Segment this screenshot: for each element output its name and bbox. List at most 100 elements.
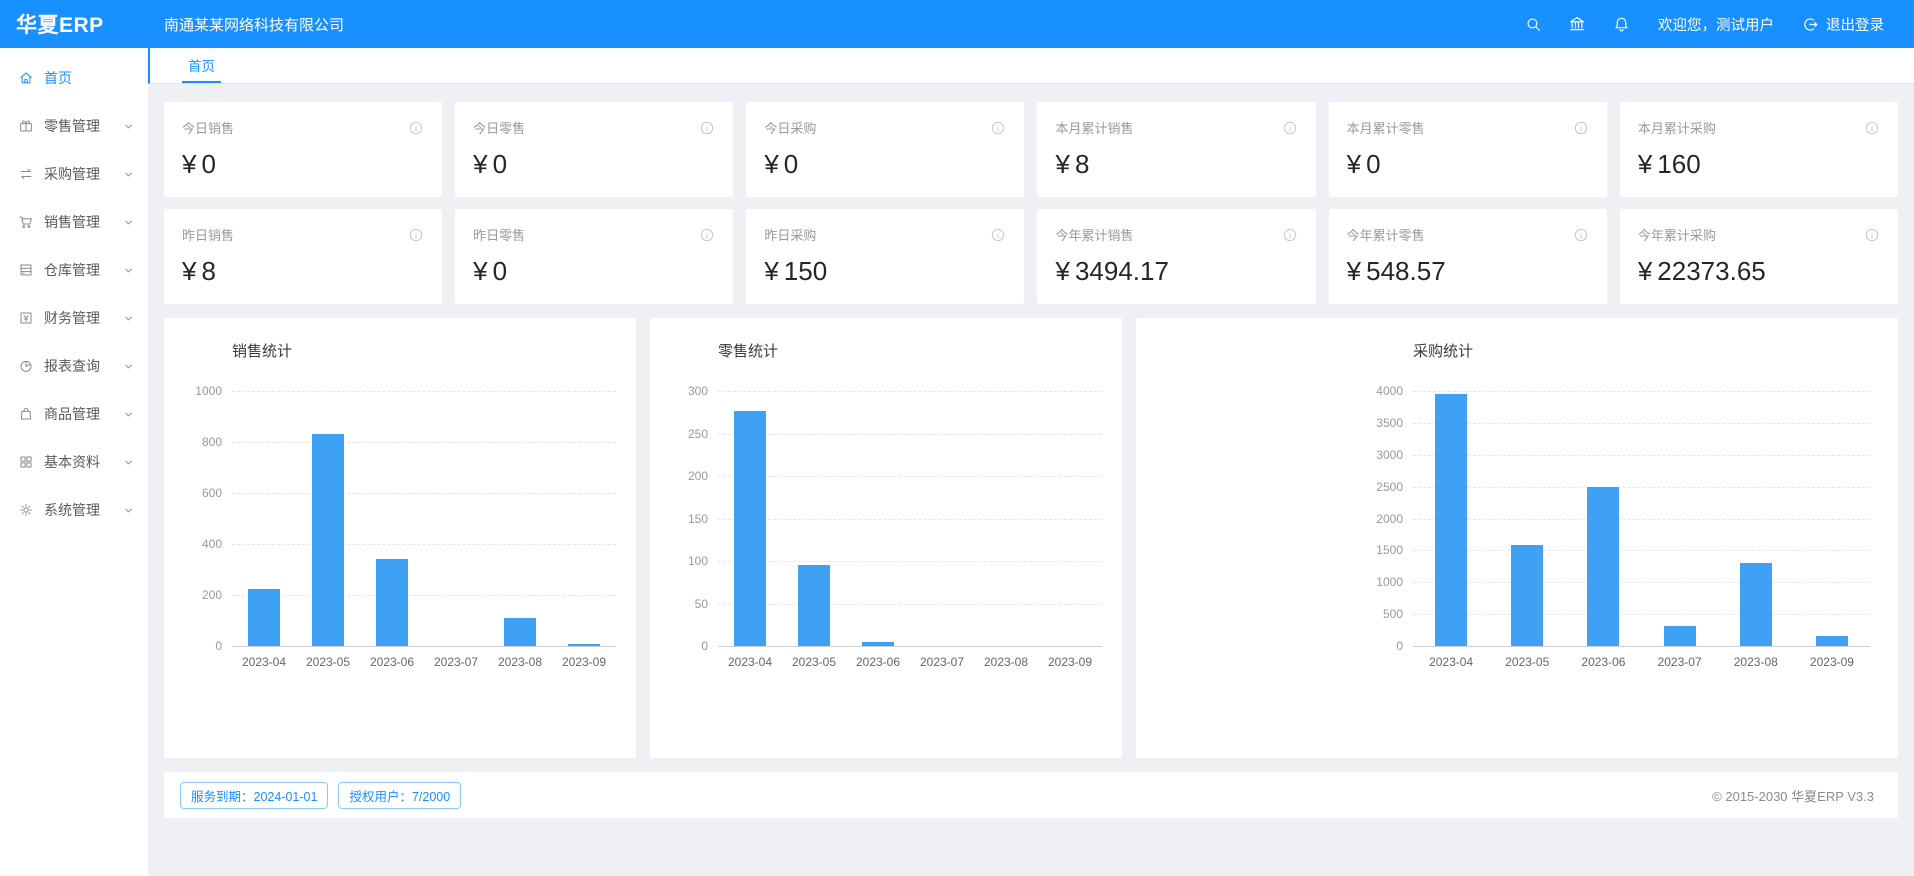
y-tick-label: 1500 xyxy=(1376,543,1403,558)
chevron-down-icon xyxy=(125,364,132,368)
sidebar-item-reports[interactable]: 报表查询 xyxy=(0,342,148,390)
stat-card-yesterday-retail: 昨日零售 ¥0 xyxy=(455,209,734,304)
copyright-text: © 2015-2030 华夏ERP V3.3 xyxy=(1712,788,1874,804)
sidebar-item-basic-data[interactable]: 基本资料 xyxy=(0,438,148,486)
bar-slot xyxy=(1565,391,1641,646)
bar-2023-04[interactable] xyxy=(734,410,766,646)
info-icon[interactable] xyxy=(408,227,424,243)
bar-2023-08[interactable] xyxy=(504,617,536,646)
sidebar-item-purchase[interactable]: 采购管理 xyxy=(0,150,148,198)
y-axis: 300 250 200 150 100 50 0 xyxy=(670,384,718,653)
tab-home[interactable]: 首页 xyxy=(182,48,221,83)
bar-slot xyxy=(1413,391,1489,646)
bar-2023-06[interactable] xyxy=(1587,486,1620,646)
info-icon[interactable] xyxy=(408,120,424,136)
info-icon[interactable] xyxy=(1282,120,1298,136)
stat-value: 3494.17 xyxy=(1074,256,1169,286)
sidebar-item-warehouse[interactable]: 仓库管理 xyxy=(0,246,148,294)
y-tick-label: 2000 xyxy=(1376,511,1403,526)
x-tick-label: 2023-05 xyxy=(1505,655,1550,669)
x-axis: 2023-04 2023-05 2023-06 2023-07 2023-08 2023-… xyxy=(718,655,1102,669)
plot-area xyxy=(1413,391,1870,647)
bar-2023-04[interactable] xyxy=(1435,394,1468,646)
bar-2023-07[interactable] xyxy=(1663,625,1696,646)
stat-card-month-retail: 本月累计零售 ¥0 xyxy=(1328,102,1607,197)
bell-icon[interactable] xyxy=(1604,7,1638,41)
stat-card-year-sales: 今年累计销售 ¥3494.17 xyxy=(1037,209,1316,304)
y-tick-label: 250 xyxy=(687,426,708,441)
y-tick-label: 1000 xyxy=(1376,575,1403,590)
sidebar-item-finance[interactable]: 财务管理 xyxy=(0,294,148,342)
sidebar-item-sales[interactable]: 销售管理 xyxy=(0,198,148,246)
bar-slot xyxy=(1642,391,1718,646)
bar-slot xyxy=(846,391,910,646)
stat-value: 0 xyxy=(1366,149,1381,179)
stat-card-year-purchase: 今年累计采购 ¥22373.65 xyxy=(1619,209,1898,304)
x-tick-label: 2023-06 xyxy=(369,655,415,669)
topbar-actions: 欢迎您，测试用户 退出登录 xyxy=(1506,7,1914,41)
bar-slot xyxy=(488,391,552,646)
y-axis: 1000 800 600 400 200 0 xyxy=(184,384,232,653)
y-tick-label: 400 xyxy=(201,537,222,551)
stat-value: 548.57 xyxy=(1366,256,1446,286)
sidebar-item-home[interactable]: 首页 xyxy=(0,54,148,102)
x-tick-label: 2023-04 xyxy=(1429,655,1474,669)
bar-2023-05[interactable] xyxy=(1511,545,1544,646)
info-icon[interactable] xyxy=(699,227,715,243)
gear-icon xyxy=(20,504,32,516)
y-tick-label: 200 xyxy=(201,588,222,602)
x-tick-label: 2023-09 xyxy=(1047,655,1093,669)
y-tick-label: 1000 xyxy=(195,384,222,398)
bar-2023-09[interactable] xyxy=(568,643,600,646)
stat-value: 22373.65 xyxy=(1657,256,1766,286)
search-icon[interactable] xyxy=(1516,7,1550,41)
bar-2023-05[interactable] xyxy=(798,565,830,646)
info-icon[interactable] xyxy=(1864,227,1880,243)
grid-line xyxy=(1413,454,1870,456)
y-tick-label: 100 xyxy=(687,554,708,568)
info-icon[interactable] xyxy=(1864,120,1880,136)
bar-2023-05[interactable] xyxy=(312,434,344,646)
bar-slot xyxy=(424,391,488,646)
y-tick-label: 3000 xyxy=(1376,447,1403,462)
gift-icon xyxy=(20,120,32,132)
y-tick-label: 200 xyxy=(687,469,708,483)
chevron-down-icon xyxy=(125,220,132,224)
info-icon[interactable] xyxy=(990,120,1006,136)
grid-line xyxy=(1413,518,1870,520)
info-icon[interactable] xyxy=(1573,120,1589,136)
sidebar-item-products[interactable]: 商品管理 xyxy=(0,390,148,438)
chevron-down-icon xyxy=(125,508,132,512)
bar-slot xyxy=(552,391,616,646)
stat-value: 0 xyxy=(201,149,216,179)
grid-line xyxy=(1413,486,1870,488)
y-tick-label: 300 xyxy=(687,384,708,398)
grid-line xyxy=(718,603,1102,605)
sidebar: 首页 零售管理 采购管理 销售管理 仓库管理 xyxy=(0,48,148,876)
footer-bar: 服务到期：2024-01-01 授权用户：7/2000 © 2015-2030 … xyxy=(164,772,1898,818)
info-icon[interactable] xyxy=(990,227,1006,243)
bar-slot xyxy=(718,391,782,646)
pie-chart-icon xyxy=(20,360,32,372)
bar-2023-04[interactable] xyxy=(248,588,280,646)
sidebar-item-system[interactable]: 系统管理 xyxy=(0,486,148,534)
stat-value: 8 xyxy=(201,256,216,286)
bar-2023-08[interactable] xyxy=(1739,563,1772,646)
y-axis: 4000 3500 3000 2500 2000 1500 1000 500 0 xyxy=(1365,384,1413,653)
bar-2023-06[interactable] xyxy=(862,641,894,646)
company-name: 南通某某网络科技有限公司 xyxy=(164,16,345,34)
x-axis-line xyxy=(1413,646,1870,647)
info-icon[interactable] xyxy=(1573,227,1589,243)
x-tick-label: 2023-09 xyxy=(1809,655,1854,669)
sidebar-item-retail[interactable]: 零售管理 xyxy=(0,102,148,150)
bar-2023-06[interactable] xyxy=(376,559,408,646)
bank-icon[interactable] xyxy=(1560,7,1594,41)
info-icon[interactable] xyxy=(699,120,715,136)
chevron-down-icon xyxy=(125,412,132,416)
logout-button[interactable]: 退出登录 xyxy=(1802,14,1884,35)
info-icon[interactable] xyxy=(1282,227,1298,243)
bar-2023-09[interactable] xyxy=(1815,636,1848,646)
grid-icon xyxy=(20,456,32,468)
welcome-text: 欢迎您，测试用户 xyxy=(1658,17,1774,34)
stat-value: 0 xyxy=(492,149,508,179)
